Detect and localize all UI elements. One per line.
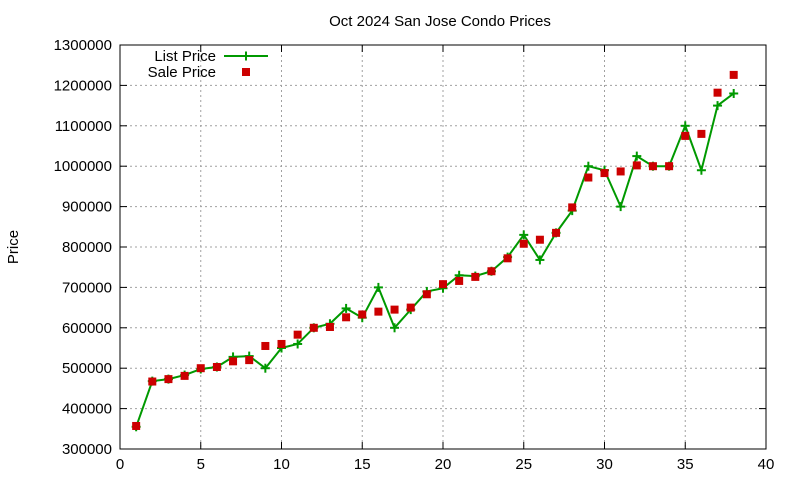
data-point-sale-price: [729, 70, 738, 79]
y-tick-label: 1100000: [55, 118, 112, 135]
data-point-list-price: [260, 363, 270, 373]
x-tick-label: 40: [758, 456, 775, 473]
x-tick-label: 10: [273, 456, 290, 473]
data-point-list-price: [535, 255, 545, 265]
x-tick-label: 5: [197, 456, 205, 473]
data-point-sale-price: [519, 239, 528, 248]
grid-lines: [120, 45, 766, 449]
data-point-list-price: [680, 121, 690, 131]
legend: List Price Sale Price: [148, 48, 268, 81]
data-point-sale-price: [342, 313, 351, 322]
data-point-list-price: [729, 88, 739, 98]
y-tick-label: 1300000: [54, 37, 112, 54]
data-point-sale-price: [648, 162, 657, 171]
y-tick-label: 700000: [62, 279, 112, 296]
data-point-sale-price: [245, 356, 254, 365]
data-point-list-price: [632, 151, 642, 161]
data-point-sale-price: [277, 339, 286, 348]
x-tick-label: 25: [515, 456, 532, 473]
data-point-sale-price: [681, 131, 690, 140]
data-point-sale-price: [632, 161, 641, 170]
y-tick-label: 600000: [62, 320, 112, 337]
data-point-list-price: [696, 165, 706, 175]
series-list-price: [131, 88, 739, 432]
legend-swatch-marker-list-price: [241, 51, 251, 61]
data-point-sale-price: [374, 307, 383, 316]
x-tick-label: 20: [435, 456, 452, 473]
data-point-sale-price: [487, 267, 496, 276]
x-tick-label: 35: [677, 456, 694, 473]
data-point-list-price: [519, 230, 529, 240]
data-point-sale-price: [713, 88, 722, 97]
x-tick-label: 15: [354, 456, 371, 473]
legend-label-sale-price: Sale Price: [148, 64, 216, 81]
legend-swatch-marker-sale-price: [242, 68, 250, 76]
data-point-list-price: [616, 202, 626, 212]
data-point-sale-price: [439, 280, 447, 289]
y-tick-label: 400000: [62, 401, 112, 418]
data-point-sale-price: [422, 290, 431, 299]
data-point-sale-price: [261, 341, 270, 350]
data-point-list-price: [341, 303, 351, 313]
x-tick-label: 0: [116, 456, 124, 473]
y-axis-ticks: 300000 400000 500000 600000 700000 800000 9000…: [54, 37, 766, 458]
y-tick-label: 900000: [62, 199, 112, 216]
data-point-sale-price: [180, 371, 189, 380]
data-point-sale-price: [358, 310, 367, 319]
y-tick-label: 1200000: [54, 77, 112, 94]
legend-label-list-price: List Price: [154, 48, 216, 65]
series-sale-price: [132, 70, 738, 430]
data-point-sale-price: [390, 305, 399, 314]
data-point-list-price: [293, 339, 303, 349]
data-point-sale-price: [309, 323, 318, 332]
data-point-sale-price: [455, 276, 464, 285]
series-line-list-price: [135, 92, 735, 428]
data-point-sale-price: [164, 375, 173, 384]
data-point-list-price: [583, 161, 593, 171]
data-point-list-price: [390, 323, 400, 333]
y-tick-label: 800000: [62, 239, 112, 256]
data-point-list-price: [713, 101, 723, 111]
data-point-sale-price: [503, 254, 512, 263]
data-point-sale-price: [148, 377, 157, 386]
data-series: [131, 70, 739, 432]
data-point-sale-price: [325, 322, 334, 331]
x-axis-ticks: 0 5 10 15 20 25 30 35 40: [116, 45, 775, 473]
y-tick-label: 1000000: [54, 158, 112, 175]
y-tick-label: 300000: [62, 441, 112, 458]
data-point-sale-price: [665, 162, 674, 171]
data-point-sale-price: [229, 357, 238, 366]
data-point-sale-price: [584, 173, 593, 182]
data-point-sale-price: [132, 421, 141, 430]
data-point-sale-price: [406, 303, 415, 312]
data-point-sale-price: [293, 330, 302, 339]
data-point-list-price: [373, 282, 383, 292]
data-point-sale-price: [212, 362, 221, 371]
data-point-sale-price: [568, 203, 577, 212]
data-point-sale-price: [600, 169, 609, 178]
y-axis-label: Price: [5, 230, 22, 264]
data-point-sale-price: [697, 129, 706, 138]
chart-title: Oct 2024 San Jose Condo Prices: [329, 13, 551, 30]
x-tick-label: 30: [596, 456, 613, 473]
data-point-sale-price: [471, 272, 480, 281]
y-tick-label: 500000: [62, 360, 112, 377]
data-point-sale-price: [535, 235, 544, 244]
data-point-sale-price: [196, 364, 205, 373]
data-point-sale-price: [616, 167, 625, 176]
data-point-sale-price: [552, 228, 561, 237]
